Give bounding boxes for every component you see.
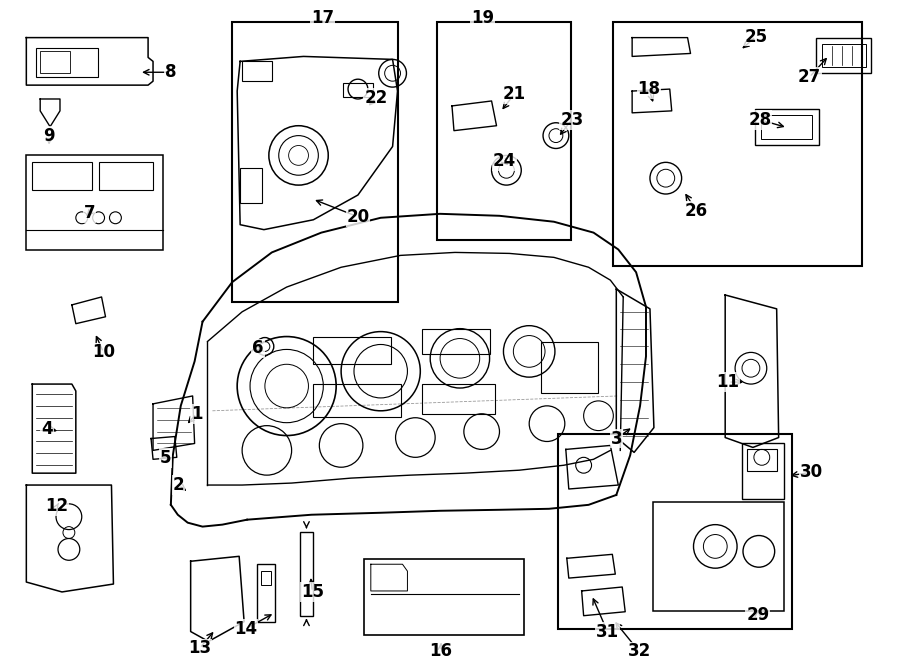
- Bar: [558, 434, 793, 629]
- Bar: [422, 384, 494, 414]
- Bar: [652, 502, 784, 611]
- Bar: [364, 559, 524, 635]
- Text: 31: 31: [596, 623, 619, 641]
- Text: 3: 3: [610, 430, 622, 447]
- Text: 32: 32: [627, 642, 651, 660]
- Text: 11: 11: [716, 373, 740, 391]
- Bar: [613, 22, 862, 266]
- Text: 1: 1: [191, 405, 202, 423]
- Text: 21: 21: [503, 85, 526, 103]
- Bar: [36, 48, 97, 77]
- Text: 18: 18: [637, 80, 661, 98]
- Text: 24: 24: [493, 152, 516, 171]
- Bar: [300, 531, 313, 615]
- Text: 6: 6: [252, 340, 264, 358]
- Bar: [26, 155, 163, 251]
- Bar: [816, 38, 870, 73]
- Text: 8: 8: [165, 63, 176, 81]
- Bar: [313, 336, 391, 364]
- Text: 25: 25: [744, 28, 768, 46]
- Bar: [232, 22, 398, 302]
- Bar: [242, 61, 272, 81]
- Bar: [742, 444, 784, 499]
- Text: 15: 15: [301, 583, 324, 601]
- Text: 20: 20: [346, 208, 370, 226]
- Text: 23: 23: [560, 111, 583, 129]
- Text: 22: 22: [364, 89, 387, 107]
- Bar: [40, 52, 70, 73]
- Text: 14: 14: [235, 619, 257, 638]
- Bar: [747, 449, 777, 471]
- Text: 13: 13: [188, 639, 212, 658]
- Text: 4: 4: [41, 420, 53, 438]
- Bar: [541, 342, 598, 393]
- Text: 26: 26: [685, 202, 708, 220]
- Text: 28: 28: [748, 111, 771, 129]
- Bar: [755, 109, 819, 145]
- Bar: [437, 22, 571, 239]
- Text: 2: 2: [173, 476, 184, 494]
- Bar: [257, 564, 274, 621]
- Text: 12: 12: [46, 497, 68, 515]
- Text: 29: 29: [746, 605, 769, 624]
- Text: 30: 30: [800, 463, 823, 481]
- Text: 9: 9: [43, 127, 55, 145]
- Bar: [261, 571, 271, 585]
- Bar: [240, 169, 262, 203]
- Text: 16: 16: [429, 642, 453, 660]
- Text: 19: 19: [471, 9, 494, 27]
- Text: 5: 5: [160, 449, 172, 467]
- Text: 27: 27: [797, 68, 821, 86]
- Bar: [823, 44, 866, 67]
- Text: 7: 7: [84, 204, 95, 222]
- Bar: [313, 384, 400, 416]
- Text: 17: 17: [310, 9, 334, 27]
- Bar: [343, 83, 373, 97]
- Bar: [760, 115, 813, 139]
- Text: 10: 10: [92, 344, 115, 362]
- Bar: [422, 329, 490, 354]
- Bar: [32, 163, 92, 190]
- Bar: [99, 163, 153, 190]
